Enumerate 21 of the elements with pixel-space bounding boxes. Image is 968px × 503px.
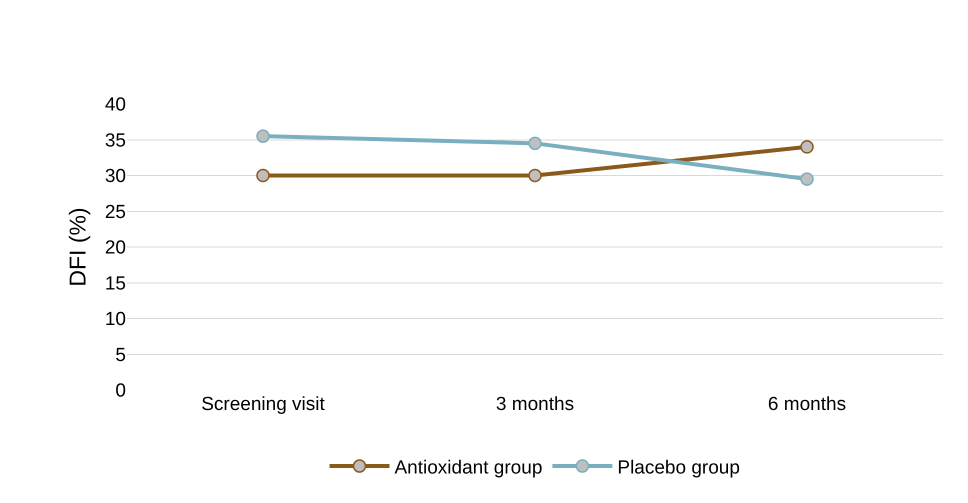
- y-tick-label: 40: [104, 94, 126, 116]
- y-tick-label: 5: [115, 344, 126, 366]
- y-tick-label: 20: [104, 238, 126, 259]
- point: [800, 172, 814, 186]
- y-tick-label: 15: [104, 273, 126, 294]
- point: [256, 129, 270, 143]
- y-tick-label: 35: [104, 130, 126, 152]
- point: [528, 136, 542, 150]
- x-tick-label: 3 months: [496, 394, 574, 415]
- legend-label: Antioxidant group: [394, 457, 542, 478]
- y-tick-label: 0: [115, 380, 126, 402]
- point: [800, 140, 814, 154]
- legend-label: Placebo group: [617, 457, 740, 478]
- y-tick-label: 10: [104, 309, 126, 330]
- x-tick-label: 6 months: [768, 394, 846, 415]
- x-tick-label: Screening visit: [201, 394, 326, 415]
- y-tick-label: 25: [104, 202, 126, 223]
- point: [528, 168, 542, 182]
- y-tick-label: 30: [104, 166, 126, 188]
- point: [256, 168, 270, 182]
- y-axis-title: DFI (%): [64, 207, 90, 287]
